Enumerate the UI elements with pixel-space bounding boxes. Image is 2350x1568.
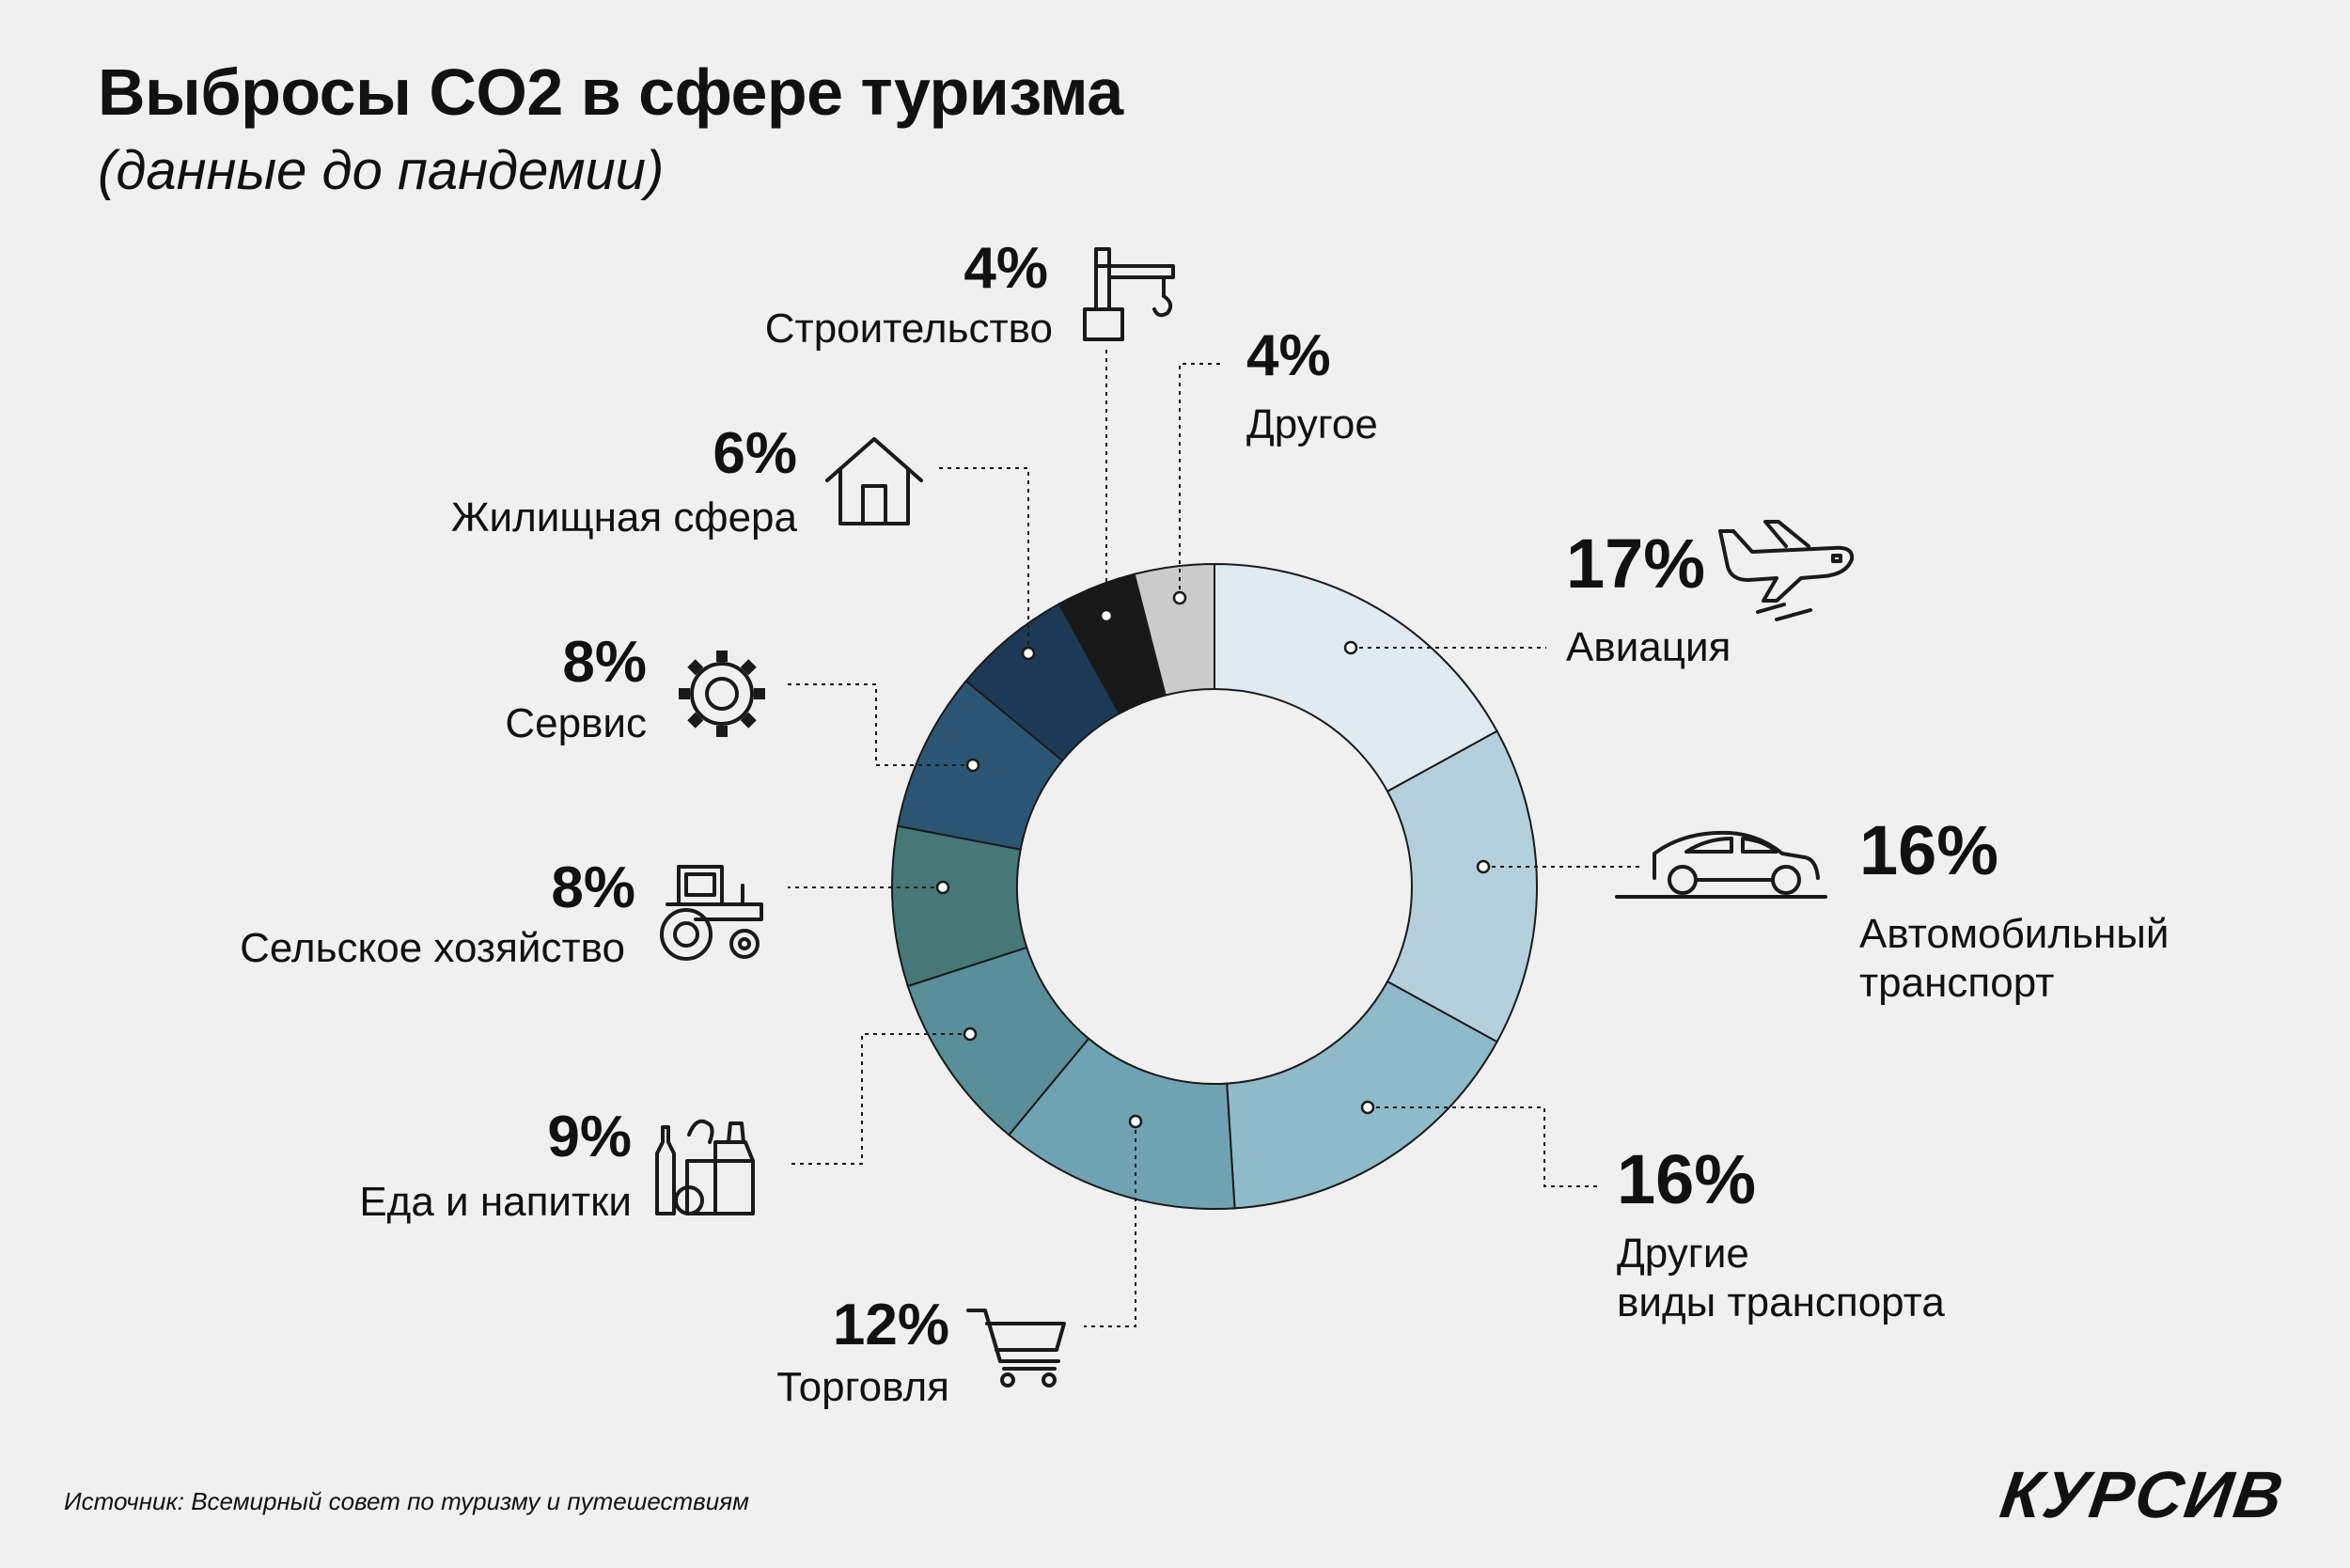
crane-icon: [1083, 247, 1175, 341]
slice-aviation: [1214, 562, 1498, 793]
leader-line-retail: [1084, 1121, 1136, 1327]
gear-icon: [679, 651, 765, 737]
category-label-service: Сервис: [505, 700, 647, 746]
leader-line-service: [788, 683, 973, 766]
value-label-other: 4%: [1246, 323, 1331, 388]
car-icon: [1615, 830, 1827, 899]
value-label-aviation: 17%: [1566, 525, 1705, 603]
groceries-icon: [655, 1119, 755, 1215]
value-label-food-drinks: 9%: [547, 1105, 632, 1169]
chart-title: Выбросы CO2 в сфере туризма: [98, 55, 1123, 129]
leader-dot-construction: [1099, 608, 1114, 623]
value-label-construction: 4%: [964, 236, 1048, 301]
slice-other: [1133, 562, 1215, 697]
leader-dot-aviation: [1343, 640, 1358, 655]
category-label-construction: Строительство: [765, 306, 1053, 352]
tractor-icon: [660, 865, 763, 961]
category-label-housing: Жилищная сфера: [451, 494, 798, 541]
leader-line-other: [1179, 363, 1220, 598]
category-label-aviation: Авиация: [1566, 624, 1731, 670]
airplane-icon: [1718, 520, 1855, 621]
leader-dot-other: [1172, 590, 1187, 605]
leader-dot-food-drinks: [963, 1027, 978, 1042]
leader-line-housing: [938, 467, 1029, 653]
category-label-retail: Торговля: [776, 1364, 949, 1410]
value-label-agriculture: 8%: [551, 855, 635, 920]
category-label-agriculture: Сельское хозяйство: [240, 925, 625, 971]
leader-dot-service: [965, 758, 980, 773]
leader-dot-road-transport: [1476, 859, 1491, 874]
slice-road-transport: [1386, 729, 1538, 1043]
slice-other-transport: [1226, 980, 1498, 1210]
chart-subtitle: (данные до пандемии): [98, 140, 665, 201]
leader-line-other-transport: [1368, 1106, 1598, 1187]
leader-line-food-drinks: [788, 1033, 970, 1165]
shopping-cart-icon: [966, 1309, 1066, 1388]
value-label-housing: 6%: [713, 421, 797, 486]
leader-dot-retail: [1128, 1114, 1143, 1129]
house-icon: [825, 437, 923, 525]
category-label-other-transport: Другие виды транспорта: [1617, 1231, 1945, 1325]
leader-dot-agriculture: [935, 880, 950, 895]
value-label-service: 8%: [562, 630, 647, 695]
category-label-other: Другое: [1246, 401, 1378, 447]
category-label-food-drinks: Еда и напитки: [359, 1179, 632, 1225]
brand-logo: КУРСИВ: [1996, 1458, 2290, 1531]
value-label-other-transport: 16%: [1617, 1140, 1756, 1218]
leader-dot-other-transport: [1360, 1100, 1375, 1115]
leader-dot-housing: [1021, 646, 1036, 661]
value-label-road-transport: 16%: [1859, 811, 1998, 889]
source-note: Источник: Всемирный совет по туризму и п…: [64, 1487, 749, 1515]
value-label-retail: 12%: [833, 1293, 949, 1357]
category-label-road-transport: Автомобильный транспорт: [1859, 911, 2169, 1006]
